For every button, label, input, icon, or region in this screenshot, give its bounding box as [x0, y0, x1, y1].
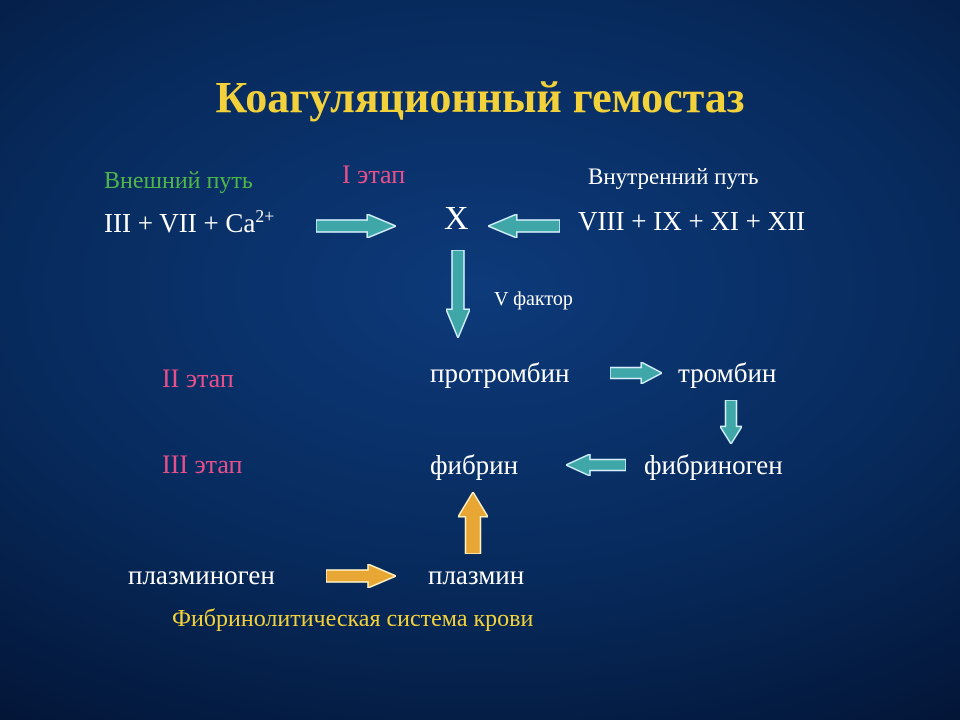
arrow-a_ext_to_x	[316, 214, 396, 238]
arrow-a_int_to_x	[488, 214, 560, 238]
arrow-a_plm_to_fbr	[458, 492, 488, 554]
label-prothrombin: протромбин	[430, 358, 569, 389]
left-eq-base: III + VII + Ca	[104, 208, 255, 238]
label-fibrinogen: фибриноген	[644, 450, 783, 481]
label-factorX: X	[444, 200, 469, 238]
label-stage2: II этап	[162, 364, 234, 394]
label-thrombin: тромбин	[678, 358, 776, 389]
label-plasmin: плазмин	[428, 560, 524, 591]
label-intrinsic: Внутренний путь	[588, 164, 759, 190]
arrow-a_x_to_pro	[446, 250, 470, 338]
label-stage3: III этап	[162, 450, 242, 480]
arrow-a_thr_to_fbg	[720, 400, 742, 444]
label-right_eq: VIII + IX + XI + XII	[578, 206, 805, 237]
label-fibrin: фибрин	[430, 450, 518, 481]
arrow-a_pro_to_thr	[610, 362, 662, 384]
left-eq-sup: 2+	[255, 206, 274, 226]
label-fibrinolytic: Фибринолитическая система крови	[172, 606, 533, 633]
label-extrinsic: Внешний путь	[104, 168, 253, 195]
label-plasminogen: плазминоген	[128, 560, 275, 591]
arrow-a_fbg_to_fbr	[566, 454, 626, 476]
arrow-a_plg_to_plm	[326, 564, 396, 588]
label-left-eq: III + VII + Ca2+	[104, 206, 274, 239]
slide-title: Коагуляционный гемостаз	[0, 72, 960, 123]
label-vfactor: V фактор	[494, 288, 573, 311]
label-stage1: I этап	[342, 160, 405, 190]
